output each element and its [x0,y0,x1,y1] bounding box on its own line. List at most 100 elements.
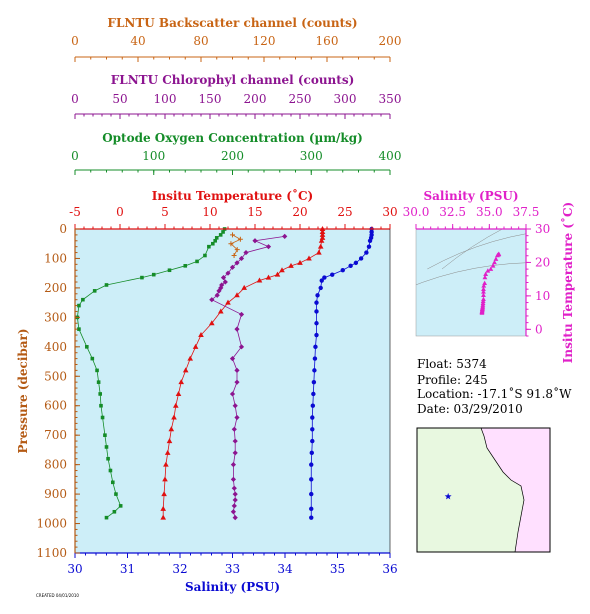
ts-point [483,271,489,276]
temperature-point [316,249,322,255]
temperature-point [209,320,215,326]
oxygen-tick-label: 100 [142,149,165,163]
temperature-tick-label: -5 [69,205,81,219]
salinity-tick-label: 32 [172,562,187,576]
chlorophyll-point [243,249,249,256]
oxygen-tick-label: 400 [379,149,402,163]
oxygen-point [214,236,219,240]
oxygen-point [108,468,113,473]
chlorophyll-point [214,292,220,298]
salinity-tick-label: 34 [277,562,293,576]
map-frame [416,427,551,553]
chlorophyll-point [230,462,236,468]
oxygen-point [112,509,117,514]
salinity-point [312,356,318,361]
pressure-tick-label: 100 [44,251,67,265]
chlorophyll-point [216,288,222,294]
chlorophyll-tick-label: 200 [244,92,267,106]
pressure-tick-label: 300 [44,310,67,324]
backscatter-point [228,241,234,247]
temperature-point [163,461,169,467]
pressure-tick-label: 0 [59,222,67,236]
chlorophyll-point [252,238,258,244]
density-contours [416,229,526,286]
oxygen-point [111,480,115,485]
chlorophyll-point [225,270,231,276]
oxygen-tick-label: 200 [221,149,244,163]
salinity-point [309,491,314,497]
salinity-point [358,256,364,261]
chlorophyll-point [232,438,238,444]
ts-temperature-tick-label: 30 [535,222,550,236]
oxygen-point [96,380,101,384]
temperature-point [256,277,263,283]
backscatter-point [230,232,235,238]
chlorophyll-series [209,233,288,521]
pressure-tick-label: 400 [44,340,67,354]
chlorophyll-tick-label: 300 [334,92,357,106]
pressure-tick-label: 800 [44,458,67,472]
temperature-point [318,237,325,243]
temperature-point [187,355,193,361]
oxygen-tick-label: 0 [71,149,79,163]
temperature-point [198,332,204,338]
temperature-point [274,271,281,277]
salinity-point [314,321,319,326]
ts-point [480,298,486,304]
backscatter-tick-label: 80 [193,34,208,48]
salinity-point [309,462,314,467]
temperature-point [166,438,173,444]
ts-point [482,274,488,280]
chlorophyll-point [220,275,227,281]
oxygen-point [195,259,199,264]
oxygen-axis-title: Optode Oxygen Concentration (µm/kg) [102,131,363,145]
temperature-point [241,284,247,290]
ts-temperature-tick-label: 0 [535,322,543,336]
salinity-point [315,293,320,298]
chlorophyll-tick-label: 350 [379,92,402,106]
salinity-point [366,244,372,249]
footer-credit: CREATED 04/01/2010 [36,593,79,598]
chlorophyll-tick-label: 150 [199,92,222,106]
salinity-point [310,403,316,408]
temperature-axis-title: Insitu Temperature (˚C) [152,188,313,203]
temperature-point [192,343,199,349]
backscatter-point [231,253,237,259]
ts-temperature-axis-title: Insitu Temperature (˚C) [560,202,575,363]
oxygen-point [98,392,102,396]
oxygen-point [203,253,207,258]
salinity-point [364,250,369,255]
chlorophyll-axis-title: FLNTU Chlorophyl channel (counts) [111,73,355,87]
oxygen-point [90,356,95,361]
pressure-axis-title: Pressure (decibar) [16,328,30,453]
oxygen-point [167,268,172,273]
chlorophyll-point [231,426,237,432]
chlorophyll-tick-label: 50 [112,92,127,106]
chlorophyll-point [230,476,236,482]
temperature-tick-label: 30 [382,205,397,219]
temperature-point [306,255,312,261]
oxygen-point [151,272,156,277]
backscatter-tick-label: 40 [130,34,145,48]
backscatter-tick-label: 160 [316,34,339,48]
salinity-point [312,368,317,373]
chlorophyll-point [234,260,240,266]
date-text: Date: 03/29/2010 [417,402,523,416]
backscatter-series [228,232,243,259]
salinity-tick-label: 36 [382,562,397,576]
oxygen-point [140,275,144,280]
chlorophyll-point [238,311,245,318]
ts-point [481,292,486,298]
oxygen-tick-label: 300 [300,149,323,163]
top-axes: FLNTU Backscatter channel (counts) 0 40 80 1… [71,16,401,175]
chlorophyll-point [265,244,272,250]
oxygen-point [85,345,89,349]
ts-point [492,259,497,265]
ts-salinity-tick-label: 35.0 [476,205,503,219]
temperature-point [164,449,171,455]
ts-diagram-axes: Salinity (PSU) 30.0 32.5 35.0 37.5 0 10 20 30 Ins… [403,189,575,363]
ts-point [481,296,486,302]
oxygen-point [118,504,123,508]
salinity-point [309,477,314,482]
chlorophyll-point [232,403,238,409]
